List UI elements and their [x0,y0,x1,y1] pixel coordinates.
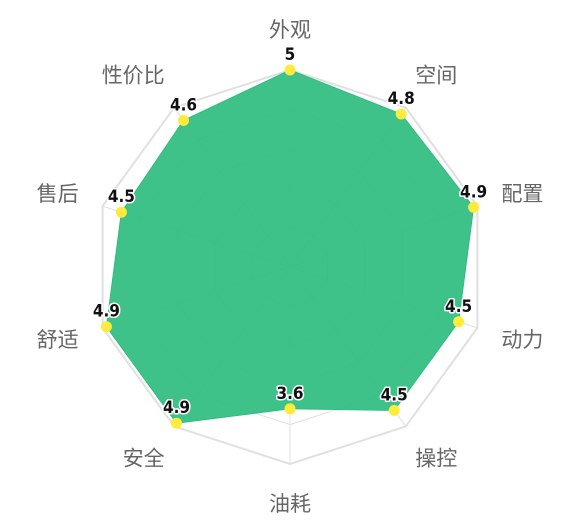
axis-label: 安全 [123,447,165,471]
data-point [468,201,480,213]
axis-label: 性价比 [102,63,165,87]
axis-label: 空间 [415,63,457,87]
value-label: 4.9 [460,182,487,202]
data-point [395,108,407,120]
axis-label: 油耗 [269,492,311,516]
axis-label: 配置 [501,182,543,206]
value-labels: 5 4.8 4.9 4.5 4.5 3.6 4.9 4.9 4.5 4.6 [91,44,488,420]
axis-label: 操控 [415,447,457,471]
data-point [388,404,400,416]
axis-label: 舒适 [37,328,79,352]
value-label: 4.5 [108,187,135,207]
data-point [284,64,296,76]
data-point [100,321,112,333]
data-point [178,114,189,126]
value-label: 4.6 [170,95,197,115]
radar-points [100,64,480,429]
value-label: 3.6 [276,384,303,404]
value-label: 4.8 [388,89,415,109]
value-label: 4.9 [93,302,120,322]
value-label: 4.5 [381,385,408,405]
data-point [171,417,182,429]
radar-area [105,69,475,424]
data-point [115,206,127,218]
axis-label: 外观 [269,18,311,42]
value-label: 4.5 [445,297,472,317]
value-label: 5 [285,45,296,65]
axis-label: 动力 [501,328,543,352]
axis-label: 售后 [37,182,79,206]
data-point [453,316,465,328]
radar-area-layer [105,69,475,424]
value-label: 4.9 [163,398,190,418]
data-point [284,403,296,415]
